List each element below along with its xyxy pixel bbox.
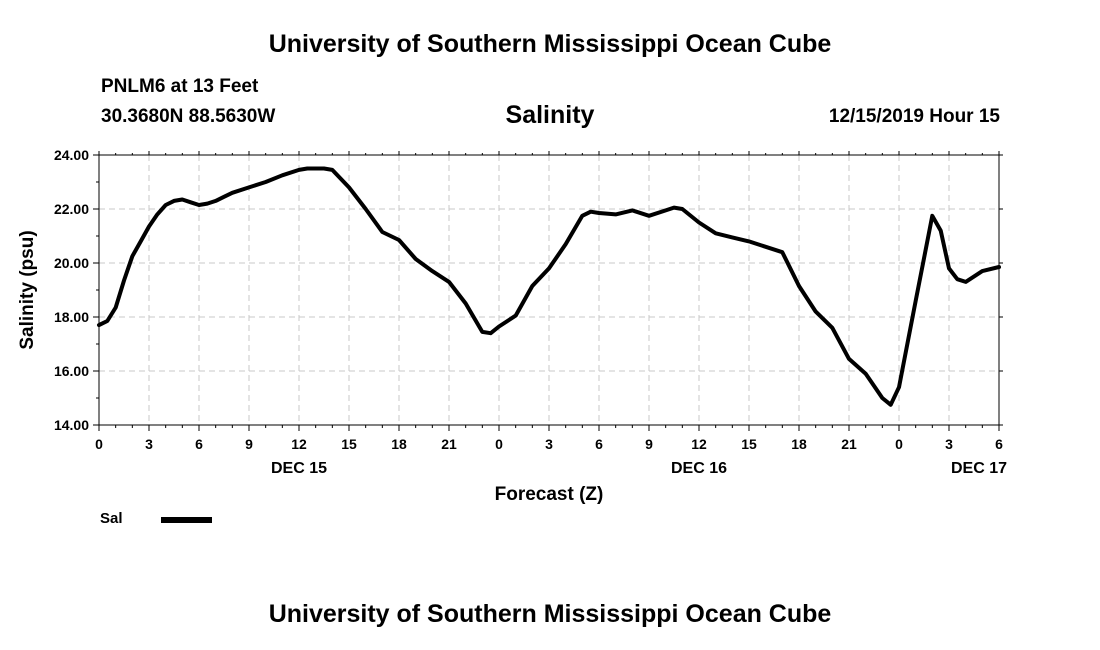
y-tick-label: 20.00 <box>54 255 89 271</box>
page-title-top: University of Southern Mississippi Ocean… <box>268 30 832 58</box>
x-tick-label: 6 <box>995 436 1003 452</box>
station-label: PNLM6 at 13 Feet <box>101 76 259 97</box>
x-tick-label: 0 <box>895 436 903 452</box>
series-line-salinity <box>97 166 1001 407</box>
x-tick-label: 21 <box>441 436 457 452</box>
x-tick-label: 6 <box>195 436 203 452</box>
page-title-bottom: University of Southern Mississippi Ocean… <box>268 600 832 628</box>
x-tick-label: 0 <box>495 436 503 452</box>
day-label: DEC 17 <box>951 460 1007 477</box>
chart-title: Salinity <box>505 101 595 129</box>
y-tick-label: 18.00 <box>54 309 89 325</box>
y-tick-label: 14.00 <box>54 417 89 433</box>
x-tick-label: 15 <box>741 436 757 452</box>
axis-ticks <box>93 151 1003 431</box>
y-axis-label: Salinity (psu) <box>17 230 38 349</box>
legend-swatch <box>161 517 212 523</box>
series-layer <box>97 166 1001 407</box>
y-tick-label: 24.00 <box>54 147 89 163</box>
grid-lines <box>99 155 999 425</box>
forecast-datetime: 12/15/2019 Hour 15 <box>828 106 1000 127</box>
x-tick-label: 3 <box>545 436 553 452</box>
x-tick-label: 0 <box>95 436 103 452</box>
x-tick-label: 18 <box>391 436 407 452</box>
day-label: DEC 16 <box>671 460 727 477</box>
x-tick-label: 3 <box>145 436 153 452</box>
y-tick-label: 16.00 <box>54 363 89 379</box>
x-tick-label: 6 <box>595 436 603 452</box>
x-tick-label: 18 <box>791 436 807 452</box>
x-tick-label: 3 <box>945 436 953 452</box>
day-label: DEC 15 <box>271 460 327 477</box>
x-tick-label: 21 <box>841 436 857 452</box>
x-tick-label: 12 <box>691 436 707 452</box>
x-tick-label: 15 <box>341 436 357 452</box>
x-tick-label: 9 <box>645 436 653 452</box>
x-tick-label: 12 <box>291 436 307 452</box>
y-tick-label: 22.00 <box>54 201 89 217</box>
x-tick-label: 9 <box>245 436 253 452</box>
x-axis-label: Forecast (Z) <box>495 484 604 505</box>
axis-tick-labels: 0 3 6 9 12 15 18 21 0 3 6 9 12 15 18 21 0 3 6 14.00 16.00 18.… <box>54 147 1007 477</box>
coordinates-label: 30.3680N 88.5630W <box>101 106 276 127</box>
legend-label: Sal <box>100 510 123 527</box>
